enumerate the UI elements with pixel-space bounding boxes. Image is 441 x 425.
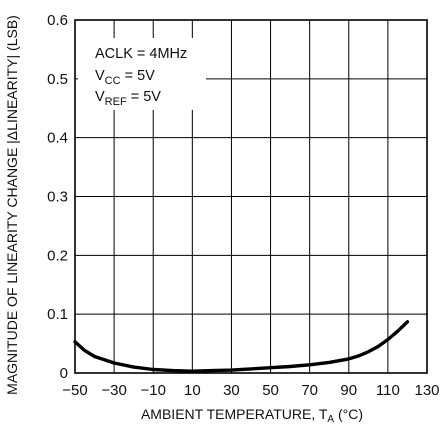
- y-tick-label: 0.6: [47, 12, 68, 29]
- annotation-background: [78, 38, 206, 110]
- x-tick-label: 110: [376, 382, 400, 399]
- y-tick-label: 0.1: [47, 306, 68, 323]
- annotation-vcc-rest: = 5V: [121, 68, 156, 84]
- y-tick-labels: 0 0.1 0.2 0.3 0.4 0.5 0.6: [47, 12, 68, 382]
- annotation-vcc: VCC = 5V: [95, 68, 155, 87]
- x-tick-labels: −50 −30 −10 10 30 50 70 90 110 130: [62, 382, 439, 399]
- annotation-aclk: ACLK = 4MHz: [95, 46, 187, 62]
- x-axis-title: AMBIENT TEMPERATURE, TA (°C): [141, 406, 363, 425]
- x-tick-label: 30: [223, 382, 240, 399]
- x-tick-label: 50: [262, 382, 279, 399]
- annotation-vcc-sub: CC: [105, 75, 121, 87]
- x-axis-title-main: AMBIENT TEMPERATURE, T: [141, 406, 328, 422]
- series-layer: [73, 320, 410, 373]
- x-tick-label: 10: [184, 382, 201, 399]
- series-line: [73, 320, 410, 373]
- y-tick-label: 0.2: [47, 247, 68, 264]
- annotation-vcc-main: V: [95, 68, 105, 84]
- x-tick-label: −50: [62, 382, 87, 399]
- plot-frame: [74, 19, 428, 374]
- annotation-vref-sub: REF: [105, 96, 127, 108]
- x-axis-title-unit: (°C): [334, 406, 363, 422]
- x-tick-label: 90: [340, 382, 357, 399]
- y-axis-title: MAGNITUDE OF LINEARITY CHANGE |ΔLINEARIT…: [4, 15, 20, 395]
- y-tick-label: 0: [60, 365, 68, 382]
- y-tick-label: 0.5: [47, 71, 68, 88]
- x-tick-label: 70: [301, 382, 318, 399]
- x-tick-label: 130: [414, 382, 439, 399]
- annotation-vref-main: V: [95, 89, 105, 105]
- y-tick-label: 0.4: [47, 130, 68, 147]
- x-tick-label: −30: [101, 382, 126, 399]
- annotation-vref-rest: = 5V: [127, 89, 162, 105]
- y-tick-label: 0.3: [47, 189, 68, 206]
- x-tick-label: −10: [140, 382, 165, 399]
- x-axis-title-sub: A: [327, 414, 334, 425]
- annotation-vref: VREF = 5V: [95, 89, 161, 108]
